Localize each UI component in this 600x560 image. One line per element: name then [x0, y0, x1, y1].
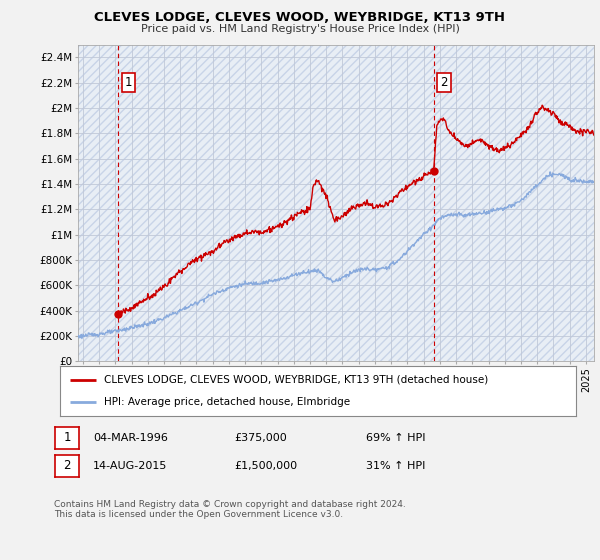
Text: 2: 2 — [64, 459, 71, 473]
Text: 31% ↑ HPI: 31% ↑ HPI — [366, 461, 425, 471]
Text: CLEVES LODGE, CLEVES WOOD, WEYBRIDGE, KT13 9TH (detached house): CLEVES LODGE, CLEVES WOOD, WEYBRIDGE, KT… — [104, 375, 488, 385]
Text: £1,500,000: £1,500,000 — [234, 461, 297, 471]
Text: £375,000: £375,000 — [234, 433, 287, 443]
Text: 04-MAR-1996: 04-MAR-1996 — [93, 433, 168, 443]
Text: 69% ↑ HPI: 69% ↑ HPI — [366, 433, 425, 443]
Text: HPI: Average price, detached house, Elmbridge: HPI: Average price, detached house, Elmb… — [104, 397, 350, 407]
Text: 2: 2 — [440, 76, 448, 89]
Text: 1: 1 — [64, 431, 71, 445]
Text: Contains HM Land Registry data © Crown copyright and database right 2024.
This d: Contains HM Land Registry data © Crown c… — [54, 500, 406, 519]
Text: 1: 1 — [125, 76, 132, 89]
Text: CLEVES LODGE, CLEVES WOOD, WEYBRIDGE, KT13 9TH: CLEVES LODGE, CLEVES WOOD, WEYBRIDGE, KT… — [95, 11, 505, 24]
Text: Price paid vs. HM Land Registry's House Price Index (HPI): Price paid vs. HM Land Registry's House … — [140, 24, 460, 34]
Text: 14-AUG-2015: 14-AUG-2015 — [93, 461, 167, 471]
